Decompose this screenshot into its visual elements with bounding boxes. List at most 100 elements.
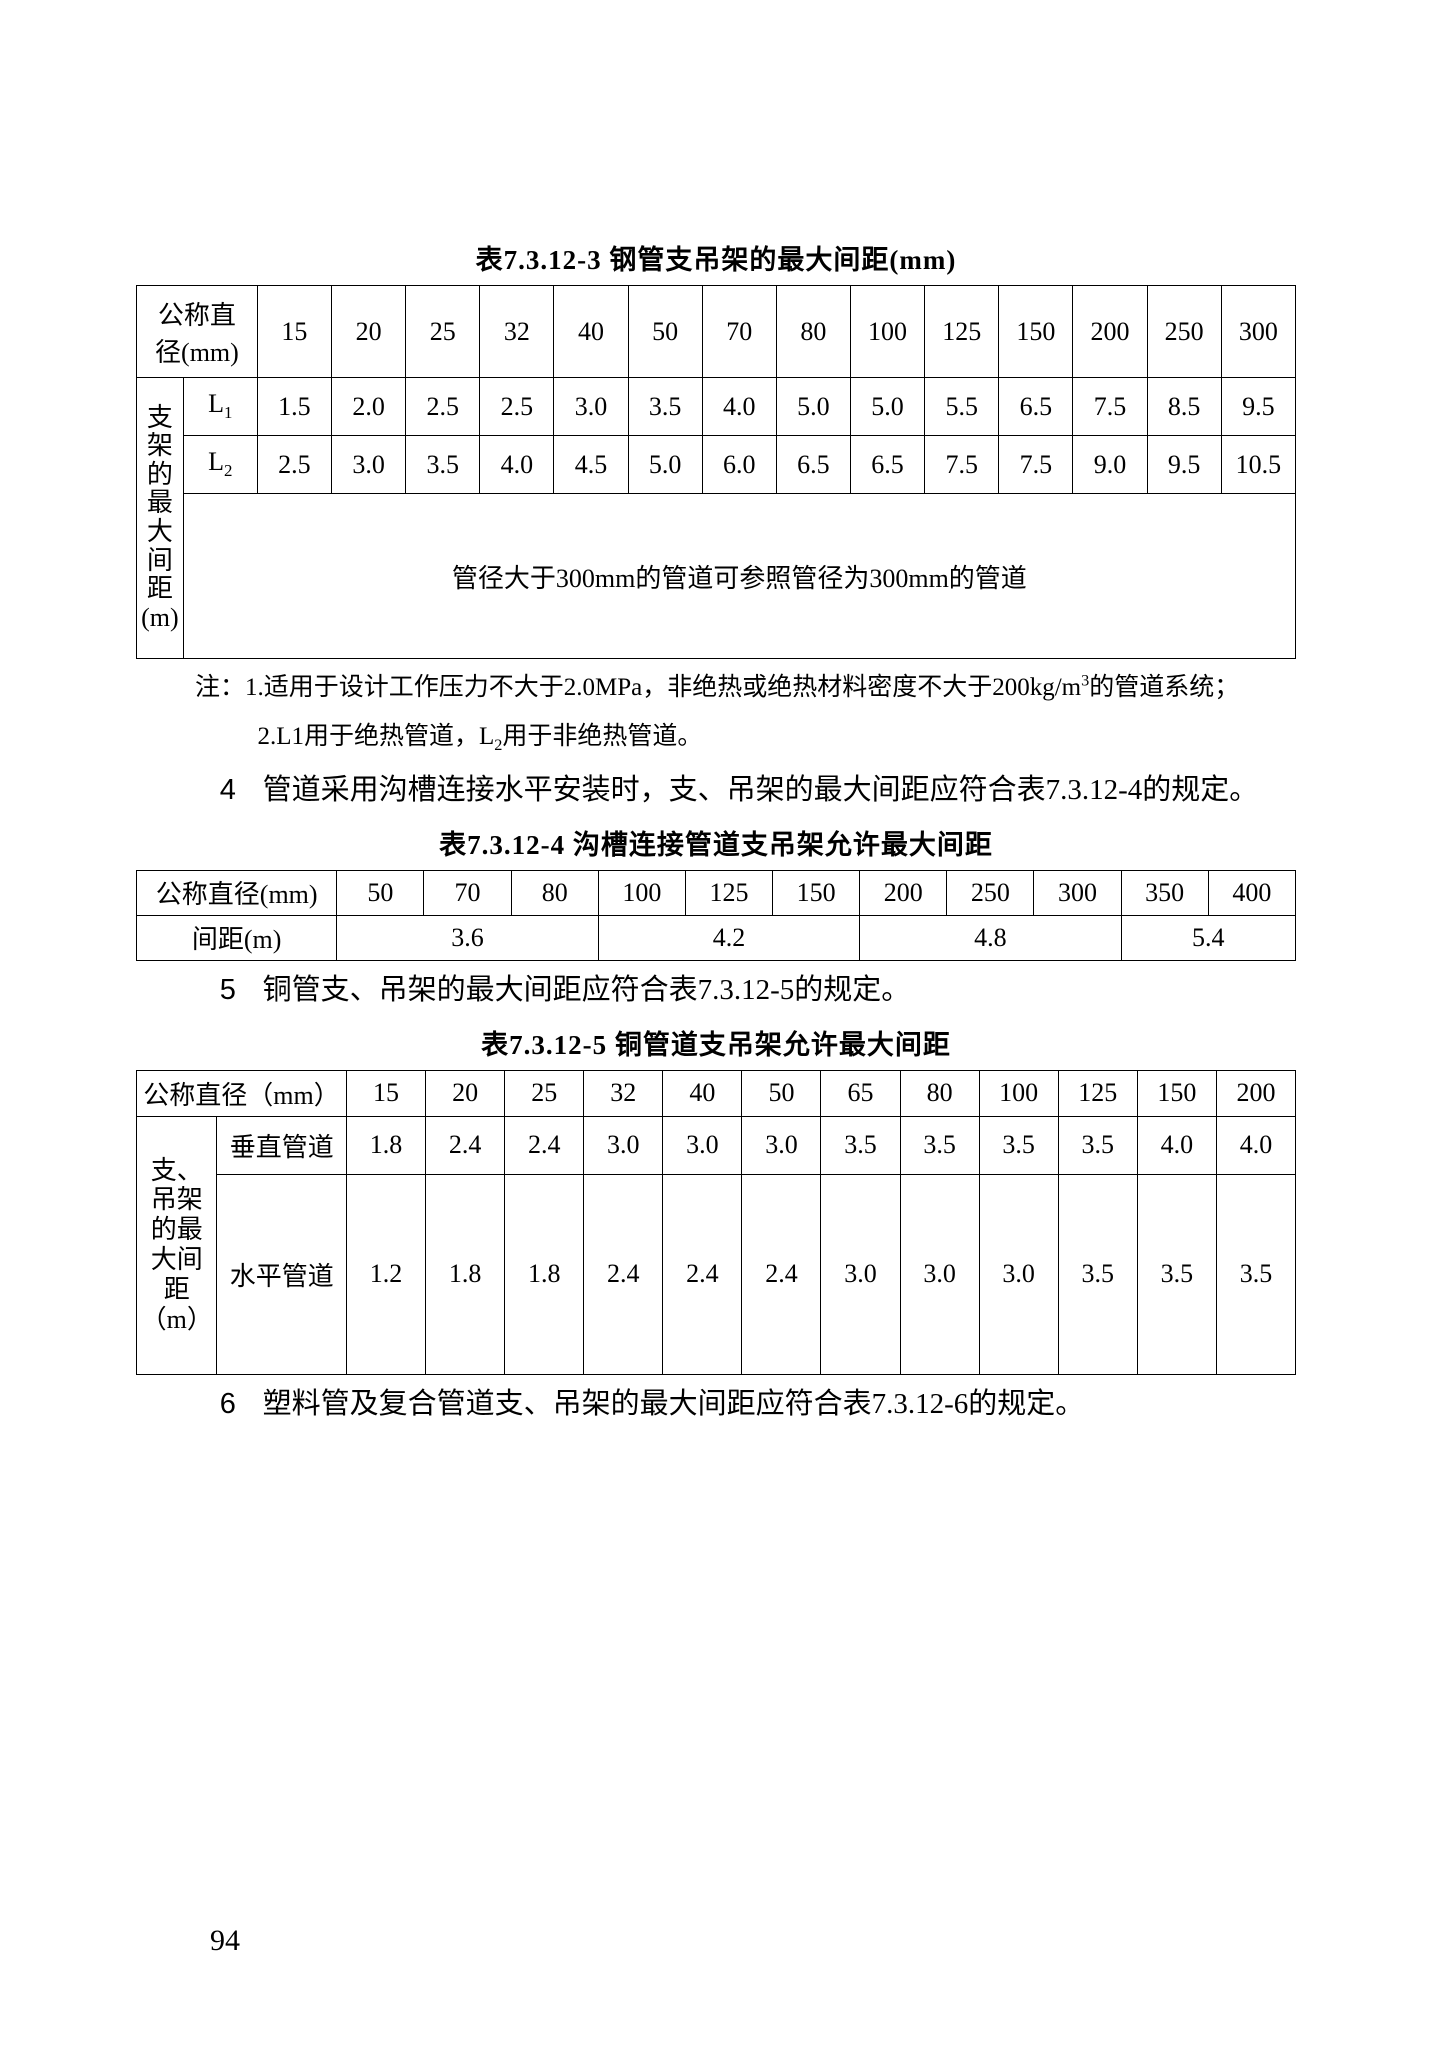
para4: 4管道采用沟槽连接水平安装时，支、吊架的最大间距应符合表7.3.12-4的规定。	[135, 767, 1297, 815]
t5-side-label: 支、吊架的最大间距（m）	[137, 1116, 217, 1374]
t5-horiz: 3.0	[900, 1174, 979, 1374]
t3-l2: 6.0	[702, 436, 776, 494]
t3-col: 25	[406, 286, 480, 378]
t5-col: 100	[979, 1070, 1058, 1116]
t3-l1: 2.5	[406, 378, 480, 436]
t3-l2: 4.0	[480, 436, 554, 494]
t4-span: 4.8	[860, 915, 1121, 960]
t3-l1: 5.5	[925, 378, 999, 436]
t5-col: 200	[1216, 1070, 1295, 1116]
t3-col: 32	[480, 286, 554, 378]
t5-col: 150	[1137, 1070, 1216, 1116]
t3-col: 100	[850, 286, 924, 378]
t5-horiz: 2.4	[742, 1174, 821, 1374]
t5-horiz: 1.8	[505, 1174, 584, 1374]
t5-col: 125	[1058, 1070, 1137, 1116]
t5-vert: 4.0	[1216, 1116, 1295, 1174]
t3-header-label: 公称直径(mm)	[137, 286, 258, 378]
t3-l2: 7.5	[925, 436, 999, 494]
t3-l2: 4.5	[554, 436, 628, 494]
t5-horiz-label: 水平管道	[217, 1174, 347, 1374]
t5-horiz: 3.5	[1058, 1174, 1137, 1374]
t5-col: 20	[426, 1070, 505, 1116]
t3-l2: 9.5	[1147, 436, 1221, 494]
t3-col: 125	[925, 286, 999, 378]
t5-vert: 2.4	[505, 1116, 584, 1174]
t4-col: 125	[685, 870, 772, 915]
t5-vert: 3.0	[584, 1116, 663, 1174]
t5-col: 65	[821, 1070, 900, 1116]
t3-l2: 7.5	[999, 436, 1073, 494]
table3-title: 表7.3.12-3 钢管支吊架的最大间距(mm)	[135, 238, 1297, 277]
t3-col: 80	[776, 286, 850, 378]
t3-col: 300	[1221, 286, 1295, 378]
t4-col: 300	[1034, 870, 1121, 915]
t3-side-label: 支架的最大间距(m)	[137, 378, 184, 659]
t5-vert: 4.0	[1137, 1116, 1216, 1174]
t4-col: 150	[773, 870, 860, 915]
para5: 5铜管支、吊架的最大间距应符合表7.3.12-5的规定。	[135, 967, 1297, 1015]
t3-note2: 2.L1用于绝热管道，L2用于非绝热管道。	[195, 716, 1297, 759]
t3-l1: 7.5	[1073, 378, 1147, 436]
t5-vert-label: 垂直管道	[217, 1116, 347, 1174]
t3-l2: 2.5	[257, 436, 331, 494]
t3-col: 70	[702, 286, 776, 378]
t3-l2: 6.5	[776, 436, 850, 494]
t3-col: 250	[1147, 286, 1221, 378]
t3-l1: 4.0	[702, 378, 776, 436]
t5-horiz: 3.0	[821, 1174, 900, 1374]
table4: 公称直径(mm) 50 70 80 100 125 150 200 250 30…	[136, 870, 1296, 961]
t4-span: 4.2	[598, 915, 859, 960]
page-number: 94	[210, 1924, 240, 1958]
t3-col: 20	[332, 286, 406, 378]
t5-horiz: 2.4	[584, 1174, 663, 1374]
t5-horiz: 3.5	[1216, 1174, 1295, 1374]
t3-merged-note: 管径大于300mm的管道可参照管径为300mm的管道	[183, 494, 1295, 659]
t4-col: 400	[1208, 870, 1295, 915]
t5-col: 50	[742, 1070, 821, 1116]
t5-horiz: 3.0	[979, 1174, 1058, 1374]
t5-vert: 3.5	[900, 1116, 979, 1174]
t4-col: 50	[337, 870, 424, 915]
t4-col: 250	[947, 870, 1034, 915]
t5-vert: 3.5	[821, 1116, 900, 1174]
t4-col: 200	[860, 870, 947, 915]
t3-col: 150	[999, 286, 1073, 378]
t5-vert: 2.4	[426, 1116, 505, 1174]
t5-header-label: 公称直径（mm）	[137, 1070, 347, 1116]
t5-vert: 3.0	[742, 1116, 821, 1174]
t3-l1: 8.5	[1147, 378, 1221, 436]
t5-horiz: 2.4	[663, 1174, 742, 1374]
t3-l1: 6.5	[999, 378, 1073, 436]
t3-l2: 9.0	[1073, 436, 1147, 494]
table5: 公称直径（mm） 15 20 25 32 40 50 65 80 100 125…	[136, 1070, 1296, 1375]
t5-vert: 3.0	[663, 1116, 742, 1174]
t3-col: 40	[554, 286, 628, 378]
t3-l1: 9.5	[1221, 378, 1295, 436]
t5-col: 32	[584, 1070, 663, 1116]
t5-col: 25	[505, 1070, 584, 1116]
t3-l1: 3.5	[628, 378, 702, 436]
t3-l2: 6.5	[850, 436, 924, 494]
t4-col: 70	[424, 870, 511, 915]
t3-col: 15	[257, 286, 331, 378]
t5-col: 80	[900, 1070, 979, 1116]
t5-horiz: 3.5	[1137, 1174, 1216, 1374]
t5-horiz: 1.8	[426, 1174, 505, 1374]
t3-col: 50	[628, 286, 702, 378]
t4-header-label: 公称直径(mm)	[137, 870, 337, 915]
table3: 公称直径(mm) 15 20 25 32 40 50 70 80 100 125…	[136, 285, 1296, 659]
para6: 6塑料管及复合管道支、吊架的最大间距应符合表7.3.12-6的规定。	[135, 1381, 1297, 1429]
t4-span: 3.6	[337, 915, 598, 960]
table4-title: 表7.3.12-4 沟槽连接管道支吊架允许最大间距	[135, 823, 1297, 862]
t4-col: 80	[511, 870, 598, 915]
t5-vert: 3.5	[979, 1116, 1058, 1174]
t3-l1-label: L1	[183, 378, 257, 436]
t4-col: 350	[1121, 870, 1208, 915]
t4-col: 100	[598, 870, 685, 915]
t3-l2: 5.0	[628, 436, 702, 494]
t3-l2: 3.5	[406, 436, 480, 494]
t3-l1: 1.5	[257, 378, 331, 436]
t3-l1: 2.5	[480, 378, 554, 436]
document-page: 表7.3.12-3 钢管支吊架的最大间距(mm) 公称直径(mm) 15 20 …	[0, 0, 1432, 2048]
